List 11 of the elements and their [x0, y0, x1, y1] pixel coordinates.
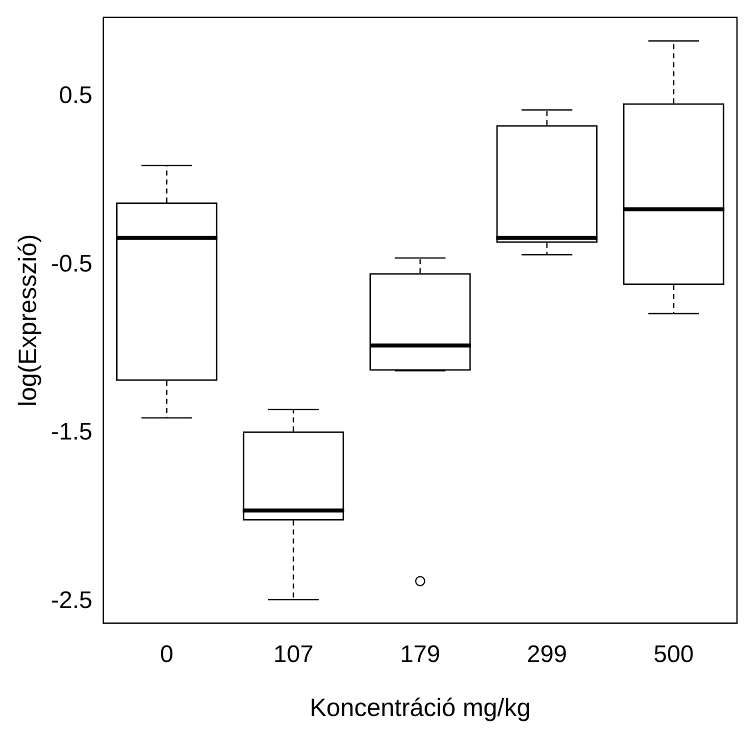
y-tick-label: -1.5	[50, 418, 92, 446]
y-tick-label: -0.5	[50, 250, 92, 278]
x-tick-label: 107	[273, 641, 314, 668]
y-tick-label: 0.5	[58, 82, 92, 110]
y-axis-title: log(Expresszió)	[14, 234, 42, 406]
x-tick-label: 0	[160, 641, 174, 668]
x-tick-label: 179	[400, 641, 440, 668]
x-tick-label: 500	[654, 641, 694, 668]
x-tick-label: 299	[526, 641, 567, 668]
x-axis-title: Koncentráció mg/kg	[310, 694, 531, 722]
y-tick-label: -2.5	[50, 586, 92, 614]
